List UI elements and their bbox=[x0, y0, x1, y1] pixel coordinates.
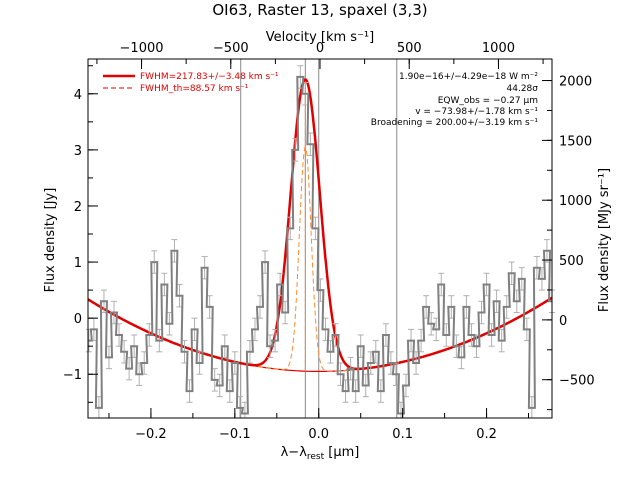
legend-item-fwhm: FWHM=217.83+/−3.48 km s⁻¹ bbox=[140, 72, 279, 82]
annotation-3: v = −73.98+/−1.78 km s⁻¹ bbox=[415, 107, 538, 117]
right-tick-label: 1500 bbox=[559, 134, 592, 149]
x-tick-label: 0.2 bbox=[476, 427, 497, 442]
y-tick-label: −1 bbox=[63, 368, 82, 383]
annotation-1: 44.28σ bbox=[507, 84, 539, 94]
right-tick-label: 0 bbox=[559, 314, 567, 329]
chart-title: OI63, Raster 13, spaxel (3,3) bbox=[212, 1, 427, 19]
top-x-axis-label: Velocity [km s⁻¹] bbox=[266, 30, 374, 45]
x-axis-label-unit: [μm] bbox=[324, 445, 359, 460]
y-axis-label: Flux density [Jy] bbox=[43, 188, 58, 293]
x-tick-label: 0.0 bbox=[308, 427, 329, 442]
right-tick-label: 500 bbox=[559, 254, 584, 269]
x-axis-label-sub: rest bbox=[307, 452, 325, 462]
y-tick-label: 2 bbox=[74, 200, 82, 215]
x-axis-label: λ−λrest [μm] bbox=[281, 445, 360, 462]
x-tick-label: −0.1 bbox=[219, 427, 251, 442]
top-tick-label: 0 bbox=[316, 41, 324, 56]
top-tick-label: 500 bbox=[397, 41, 422, 56]
x-axis-label-main: λ−λ bbox=[281, 445, 308, 460]
x-tick-label: 0.1 bbox=[392, 427, 413, 442]
right-y-axis-label: Flux density [MJy sr⁻¹] bbox=[597, 168, 612, 312]
right-tick-label: 1000 bbox=[559, 194, 592, 209]
annotation-0: 1.90e−16+/−4.29e−18 W m⁻² bbox=[399, 72, 538, 82]
top-tick-label: 1000 bbox=[482, 41, 515, 56]
x-tick-label: −0.2 bbox=[135, 427, 167, 442]
top-tick-label: −1000 bbox=[120, 41, 164, 56]
y-tick-label: 1 bbox=[74, 256, 82, 271]
y-tick-label: 3 bbox=[74, 144, 82, 159]
y-tick-label: 0 bbox=[74, 312, 82, 327]
y-tick-label: 4 bbox=[74, 88, 82, 103]
data-histogram bbox=[88, 75, 552, 415]
right-tick-label: −500 bbox=[559, 374, 595, 389]
annotation-2: EQW_obs = −0.27 μm bbox=[438, 96, 538, 106]
legend-item-fwhm-th: FWHM_th=88.57 km s⁻¹ bbox=[140, 84, 249, 94]
right-tick-label: 2000 bbox=[559, 75, 592, 90]
top-tick-label: −500 bbox=[213, 41, 249, 56]
annotation-4: Broadening = 200.00+/−3.19 km s⁻¹ bbox=[371, 118, 539, 128]
